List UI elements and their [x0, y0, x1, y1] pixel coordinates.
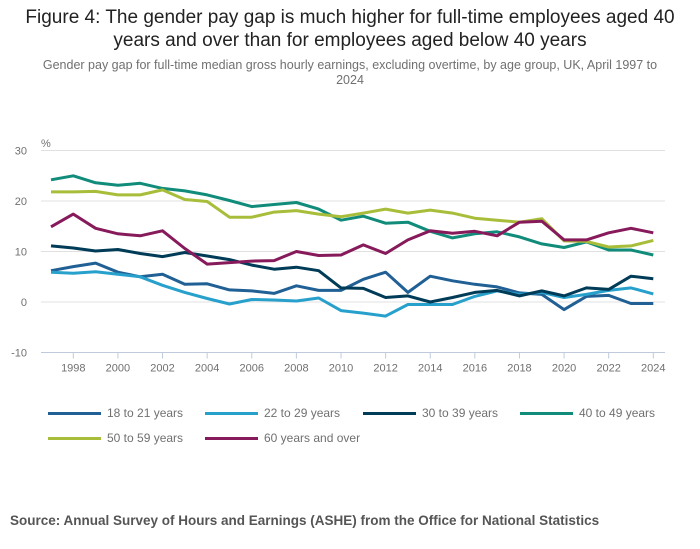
x-tick-label: 2018	[507, 363, 531, 375]
x-tick-label: 2024	[641, 363, 665, 375]
series-line-40-to-49-years[interactable]	[50, 174, 654, 257]
legend-swatch	[520, 411, 573, 415]
legend-swatch	[205, 411, 258, 415]
x-tick-label: 2000	[106, 363, 130, 375]
legend-label: 60 years and over	[264, 431, 361, 445]
legend-swatch	[363, 411, 416, 415]
series-line-18-to-21-years[interactable]	[50, 261, 654, 312]
legend-item-40-to-49-years[interactable]: 40 to 49 years	[520, 406, 655, 420]
x-axis: 1998 2000 2002 2004 2006 2008 2010 2012 2014 2016…	[41, 352, 666, 375]
chart-title: Figure 4: The gender pay gap is much hig…	[25, 7, 675, 51]
y-tick-label: 20	[15, 196, 27, 208]
x-tick-label: 2002	[150, 363, 174, 375]
legend-swatch	[48, 411, 101, 415]
legend-label: 22 to 29 years	[264, 406, 341, 420]
y-tick-label: 30	[15, 146, 27, 158]
legend-swatch	[48, 436, 101, 440]
x-tick-label: 2020	[552, 363, 576, 375]
series-lines	[50, 174, 654, 318]
x-tick-label: 2010	[329, 363, 353, 375]
y-axis-unit-label: %	[41, 138, 51, 150]
chart-subtitle: Gender pay gap for full-time median gros…	[42, 58, 658, 87]
x-tick-label: 2016	[463, 363, 487, 375]
legend-item-22-to-29-years[interactable]: 22 to 29 years	[205, 406, 340, 420]
legend-label: 30 to 39 years	[422, 406, 499, 420]
x-tick-label: 2022	[596, 363, 620, 375]
y-axis: -10 0 10 20 30	[11, 146, 27, 360]
legend-item-50-to-59-years[interactable]: 50 to 59 years	[48, 431, 183, 445]
series-line-30-to-39-years[interactable]	[50, 244, 654, 304]
legend-label: 18 to 21 years	[107, 406, 184, 420]
x-tick-label: 2008	[284, 363, 308, 375]
y-tick-label: -10	[11, 348, 27, 360]
y-tick-label: 10	[15, 247, 27, 259]
gridlines	[41, 150, 665, 303]
y-tick-label: 0	[21, 297, 27, 309]
x-tick-label: 2014	[418, 363, 442, 375]
legend-label: 40 to 49 years	[579, 406, 656, 420]
legend-item-30-to-39-years[interactable]: 30 to 39 years	[363, 406, 498, 420]
legend-item-18-to-21-years[interactable]: 18 to 21 years	[48, 406, 183, 420]
line-chart: -10 0 10 20 30 1998 2000 2002 2004 2006 2008 2010 2…	[11, 138, 666, 375]
series-line-22-to-29-years[interactable]	[50, 270, 654, 318]
x-tick-label: 2012	[373, 363, 397, 375]
series-line-60-years-and-over[interactable]	[50, 212, 654, 266]
x-tick-label: 1998	[61, 363, 85, 375]
legend-label: 50 to 59 years	[107, 431, 184, 445]
legend-item-60-years-and-over[interactable]: 60 years and over	[205, 431, 360, 445]
legend-swatch	[205, 436, 258, 440]
source-note: Source: Annual Survey of Hours and Earni…	[10, 513, 600, 528]
x-tick-label: 2006	[240, 363, 264, 375]
x-tick-label: 2004	[195, 363, 219, 375]
